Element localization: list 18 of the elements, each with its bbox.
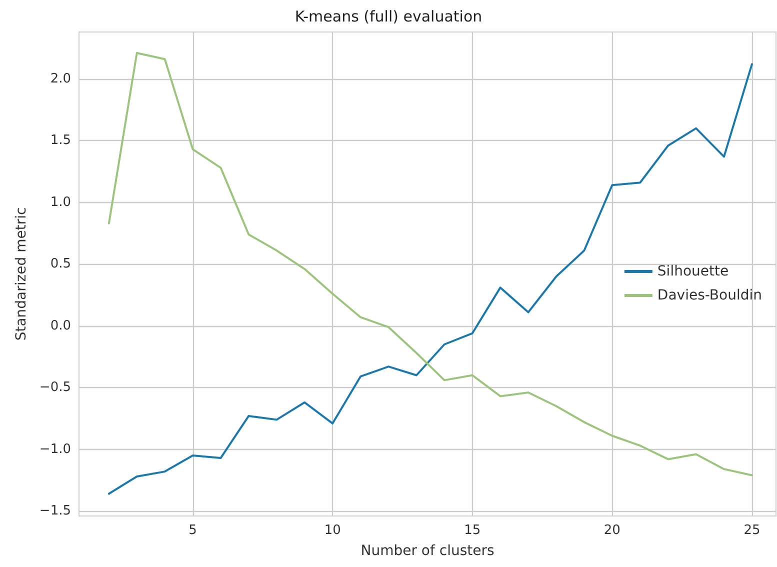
- x-tick-label: 10: [324, 523, 341, 538]
- x-axis-title: Number of clusters: [360, 543, 494, 559]
- y-tick-label: 1.0: [50, 194, 71, 210]
- y-tick-label: −1.5: [39, 504, 71, 519]
- x-tick-label: 25: [744, 523, 760, 538]
- y-tick-label: −1.0: [39, 442, 71, 457]
- y-tick-label: 1.5: [50, 133, 71, 148]
- y-tick-label: 0.0: [50, 318, 71, 334]
- y-axis-title: Standarized metric: [14, 207, 30, 341]
- x-tick-label: 15: [464, 523, 481, 538]
- y-tick-label: 2.0: [50, 71, 71, 86]
- y-tick-label: −0.5: [39, 380, 71, 396]
- y-tick-label: 0.5: [50, 256, 71, 272]
- legend-label: Silhouette: [657, 264, 729, 280]
- chart-title: K-means (full) evaluation: [294, 8, 482, 26]
- x-tick-label: 20: [604, 523, 620, 538]
- legend-label: Davies-Bouldin: [657, 288, 762, 304]
- x-tick-label: 5: [188, 523, 197, 538]
